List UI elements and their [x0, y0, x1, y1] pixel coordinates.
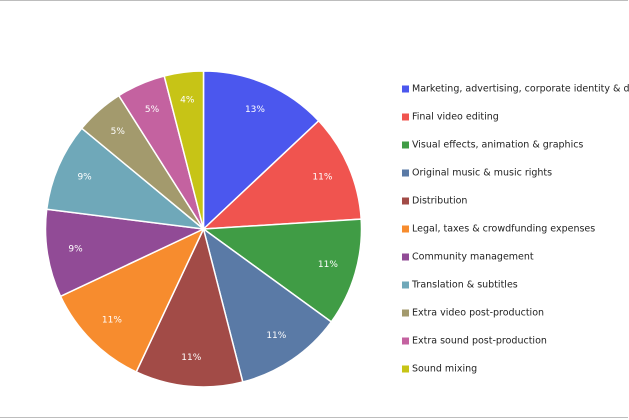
legend-label: Extra video post-production: [412, 308, 544, 319]
legend-label: Final video editing: [412, 112, 499, 123]
legend-item[interactable]: Marketing, advertising, corporate identi…: [402, 84, 629, 95]
slice-data-label: 13%: [245, 105, 265, 115]
legend-item[interactable]: Sound mixing: [402, 364, 477, 375]
pie-slice[interactable]: [201, 119, 362, 230]
slice-data-label: 4%: [180, 95, 195, 105]
pie-slice[interactable]: [44, 208, 207, 298]
legend-swatch: [402, 281, 409, 289]
legend-label: Original music & music rights: [412, 168, 552, 179]
legend-swatch: [402, 365, 409, 373]
slice-data-label: 5%: [111, 127, 126, 137]
legend-label: Translation & subtitles: [411, 280, 518, 291]
legend-item[interactable]: Original music & music rights: [402, 168, 552, 179]
legend-swatch: [402, 85, 409, 93]
slice-data-label: 11%: [266, 331, 286, 341]
legend-label: Visual effects, animation & graphics: [412, 140, 583, 151]
legend-label: Marketing, advertising, corporate identi…: [412, 84, 629, 95]
legend-item[interactable]: Extra video post-production: [402, 308, 544, 319]
slice-data-label: 9%: [77, 173, 92, 183]
legend-swatch: [402, 113, 409, 121]
pie-slices: [44, 70, 363, 388]
legend-item[interactable]: Legal, taxes & crowdfunding expenses: [402, 224, 595, 235]
pie-slice-labels: 13% 11% 11% 11% 11% 11% 9% 9% 5% 5% 4%: [68, 95, 338, 363]
pie-slice[interactable]: [202, 70, 320, 231]
slice-data-label: 5%: [145, 105, 160, 115]
legend-item[interactable]: Visual effects, animation & graphics: [402, 140, 583, 151]
pie-slice[interactable]: [135, 226, 244, 388]
slice-data-label: 9%: [68, 244, 83, 254]
legend-swatch: [402, 225, 409, 233]
legend-item[interactable]: Translation & subtitles: [402, 280, 518, 291]
legend-swatch: [402, 197, 409, 205]
legend-swatch: [402, 141, 409, 149]
legend-label: Sound mixing: [412, 364, 477, 375]
legend-swatch: [402, 169, 409, 177]
slice-data-label: 11%: [181, 353, 201, 363]
pie-slice[interactable]: [201, 218, 363, 323]
legend: Marketing, advertising, corporate identi…: [402, 84, 629, 375]
slice-data-label: 11%: [318, 260, 338, 270]
pie-slice[interactable]: [163, 70, 205, 230]
legend-swatch: [402, 253, 409, 261]
legend-item[interactable]: Final video editing: [402, 112, 499, 123]
pie-slice[interactable]: [202, 227, 333, 383]
pie-slice[interactable]: [45, 127, 206, 231]
legend-label: Legal, taxes & crowdfunding expenses: [412, 224, 595, 235]
slice-data-label: 11%: [102, 316, 122, 326]
legend-swatch: [402, 337, 409, 345]
legend-item[interactable]: Distribution: [402, 196, 467, 207]
pie-slice[interactable]: [59, 227, 206, 373]
legend-label: Community management: [412, 252, 534, 263]
legend-item[interactable]: Community management: [402, 252, 534, 263]
legend-label: Distribution: [412, 196, 467, 207]
slice-data-label: 11%: [312, 173, 332, 183]
legend-label: Extra sound post-production: [412, 336, 547, 347]
legend-item[interactable]: Extra sound post-production: [402, 336, 547, 347]
legend-swatch: [402, 309, 409, 317]
